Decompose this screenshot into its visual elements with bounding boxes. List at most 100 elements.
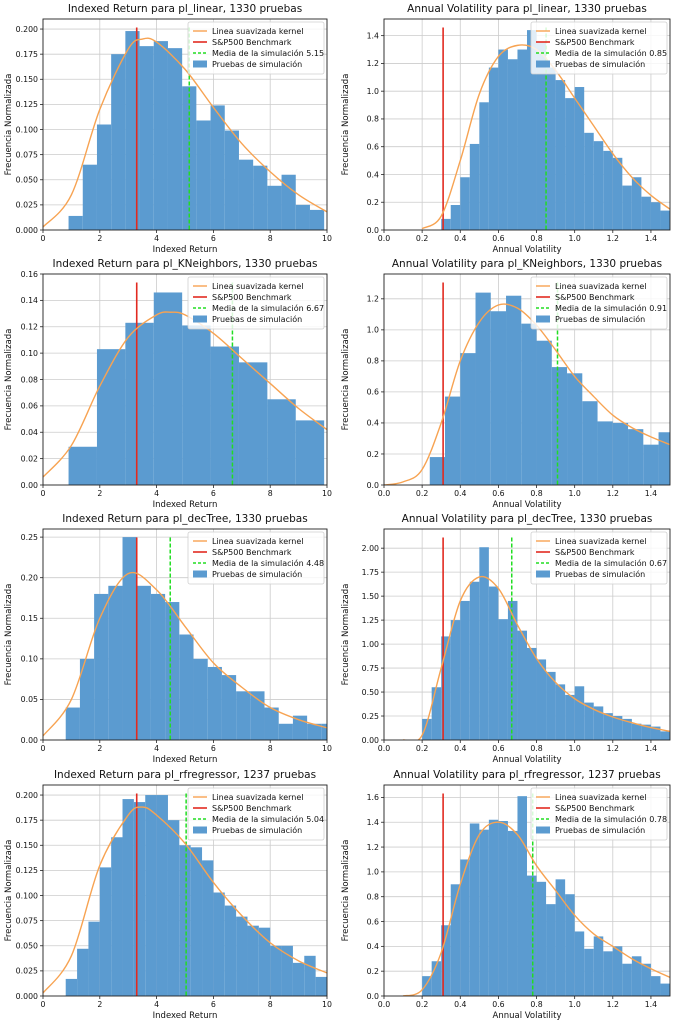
y-tick-label: 0.20 <box>21 573 38 582</box>
histogram-bar <box>628 429 644 485</box>
x-tick-label: 4 <box>154 744 159 753</box>
legend-box <box>530 276 668 330</box>
histogram-bar <box>224 905 237 996</box>
legend-label: Pruebas de simulación <box>555 59 645 69</box>
histogram-bar <box>431 687 442 740</box>
histogram-bar <box>422 718 432 740</box>
histogram-bar <box>641 963 651 996</box>
x-tick-label: 4 <box>154 489 159 498</box>
x-tick-label: 0.4 <box>454 1000 466 1009</box>
legend-label: S&P500 Benchmark <box>555 548 635 557</box>
histogram-bar <box>153 292 183 485</box>
legend-swatch-bars <box>193 826 207 834</box>
x-tick-label: 2 <box>97 744 102 753</box>
y-tick-label: 0.125 <box>16 866 38 875</box>
histogram-bar <box>536 340 552 485</box>
histogram-bar <box>488 67 499 230</box>
histogram-bar <box>593 141 604 230</box>
histogram-bar <box>479 102 489 230</box>
x-tick-label: 1.2 <box>607 234 619 243</box>
legend-label: Linea suavizada kernel <box>212 282 303 291</box>
chart-title: Annual Volatility para pl_rfregressor, 1… <box>393 769 660 781</box>
histogram-bar <box>546 904 556 996</box>
histogram-bar <box>597 421 613 485</box>
histogram-bar <box>574 686 585 740</box>
x-tick-label: 1.0 <box>568 489 580 498</box>
histogram-bar <box>111 837 123 996</box>
x-tick-label: 0.2 <box>416 489 428 498</box>
y-tick-label: 1.50 <box>362 592 379 601</box>
histogram-panel: 0.0 0.2 0.4 0.6 0.8 1.0 1.2 1.4 0.0 0.2 0.4 0.6 0.8 1… <box>341 769 671 1021</box>
legend-label: Media de la simulación 5.04 <box>212 814 324 824</box>
x-tick-label: 0.2 <box>416 1000 428 1009</box>
legend-swatch-bars <box>536 826 550 834</box>
histogram-bar <box>475 292 491 485</box>
histogram-bar <box>304 955 316 996</box>
histogram-bar <box>567 373 583 485</box>
histogram-bar <box>536 881 547 996</box>
legend-label: Media de la simulación 4.48 <box>212 558 324 568</box>
x-tick-label: 1.2 <box>607 1000 619 1009</box>
x-tick-label: 10 <box>322 489 332 498</box>
y-tick-label: 0.25 <box>362 712 379 721</box>
histogram-panel: 0.0 0.2 0.4 0.6 0.8 1.0 1.2 1.4 0.0 0.2 0.4 0.6 0.8 1… <box>341 258 671 510</box>
histogram-bar <box>555 879 566 996</box>
histogram-bar <box>307 723 322 740</box>
legend: Linea suavizada kernel S&P500 BenchmarkMe… <box>530 276 668 330</box>
y-tick-label: 1.6 <box>367 793 379 802</box>
histogram-bar <box>441 925 451 996</box>
x-tick-label: 10 <box>322 234 332 243</box>
legend-label: S&P500 Benchmark <box>555 293 635 302</box>
histogram-bar <box>65 978 78 996</box>
legend-label: Pruebas de simulación <box>212 59 302 69</box>
axes-frame <box>383 18 671 231</box>
histogram-bar <box>450 620 461 740</box>
y-tick-label: 1.0 <box>367 326 379 335</box>
x-tick-label: 8 <box>268 234 273 243</box>
x-tick-label: 1.4 <box>645 234 657 243</box>
histogram-bar <box>264 707 279 740</box>
histogram-bar <box>236 916 248 996</box>
histogram-bar <box>574 931 585 996</box>
y-tick-label: 0.150 <box>16 841 38 850</box>
histogram-bar <box>258 927 271 996</box>
histogram-bar <box>527 30 537 230</box>
histogram-bar <box>68 215 83 230</box>
histogram-bar <box>108 585 123 740</box>
x-tick-label: 0 <box>41 234 46 243</box>
x-axis-label: Annual Volatility <box>493 245 562 255</box>
legend: Linea suavizada kernel S&P500 BenchmarkMe… <box>530 21 668 75</box>
y-tick-label: 1.00 <box>362 640 379 649</box>
histogram-bar <box>182 325 211 485</box>
x-tick-label: 1.0 <box>568 234 580 243</box>
histogram-bar <box>603 713 613 740</box>
histogram-bar <box>490 311 507 485</box>
axes-frame <box>42 18 328 231</box>
histogram-bar <box>536 659 547 740</box>
legend-label: Pruebas de simulación <box>212 314 302 324</box>
y-tick-label: 0.00 <box>21 736 38 745</box>
histogram-bar <box>622 963 632 996</box>
kde-curve <box>43 311 327 478</box>
histogram-bar <box>238 362 268 485</box>
histogram-panel: 0 2 4 6 8 10 0.00 0.02 0.04 0.06 0.08 0.10 0.12 0.14 0… <box>4 258 332 510</box>
legend-box <box>187 787 325 841</box>
x-tick-label: 0.0 <box>378 489 390 498</box>
y-tick-label: 0.8 <box>367 357 379 366</box>
histogram-bar <box>650 202 661 230</box>
y-tick-label: 1.25 <box>362 616 379 625</box>
y-tick-label: 0.2 <box>367 967 379 976</box>
y-tick-label: 0.4 <box>367 942 379 951</box>
y-tick-label: 0.075 <box>16 150 38 159</box>
legend-label: Linea suavizada kernel <box>212 793 303 802</box>
y-tick-label: 1.4 <box>367 818 379 827</box>
histogram-bar <box>94 593 109 740</box>
histogram-bar <box>460 353 476 485</box>
legend-box <box>187 531 325 585</box>
histogram-bar <box>612 422 629 485</box>
histogram-bar <box>584 132 594 230</box>
histogram-bar <box>125 322 154 485</box>
histogram-bar <box>315 976 327 996</box>
histogram-bar <box>167 48 183 230</box>
histogram-bar <box>584 948 594 996</box>
